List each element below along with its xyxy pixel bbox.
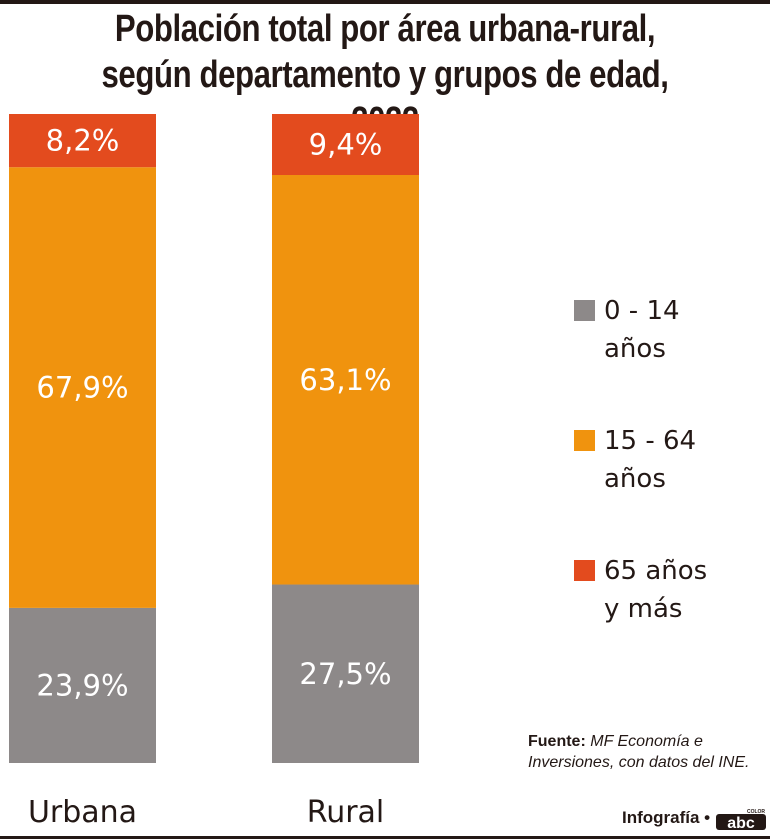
legend-label-line1: 0 - 14 [604, 296, 680, 326]
logo-sub-text: COLOR [747, 809, 765, 815]
abc-color-logo-icon: abc COLOR [716, 809, 766, 830]
data-label-rural-2: 9,4% [309, 128, 383, 162]
credit-label: Infografía • [622, 808, 711, 827]
source-text-1: MF Economía e [590, 733, 703, 750]
legend-swatch-65-plus [574, 560, 595, 581]
bar-segment-urbana-0 [9, 607, 156, 763]
bar-segment-rural-0 [272, 584, 419, 763]
title-line-2: según departamento y grupos de edad, 202… [101, 54, 669, 142]
bar-segment-rural-2 [272, 114, 419, 176]
legend-swatch-0-14 [574, 300, 595, 321]
data-label-rural-1: 63,1% [299, 363, 391, 397]
category-label-urbana: Urbana [28, 795, 137, 830]
legend-label-line1: 65 años [604, 556, 708, 586]
top-rule [0, 0, 770, 4]
source-note: Fuente: MF Economía e Inversiones, con d… [528, 731, 749, 773]
legend-swatch-15-64 [574, 430, 595, 451]
bar-segment-rural-1 [272, 175, 419, 585]
source-label: Fuente: [528, 733, 586, 750]
source-text-2: Inversiones, con datos del INE. [528, 754, 750, 771]
title-line-1: Población total por área urbana-rural, [114, 8, 656, 50]
data-label-urbana-0: 23,9% [36, 668, 128, 702]
data-label-rural-0: 27,5% [299, 657, 391, 691]
legend-label-line2: años [604, 464, 666, 494]
logo-text: abc [727, 815, 755, 830]
bar-segment-urbana-1 [9, 167, 156, 608]
bottom-rule [0, 836, 770, 839]
chart-title: Población total por área urbana-rural, s… [69, 6, 700, 144]
legend-label-line2: y más [604, 594, 683, 624]
legend-label-line1: 15 - 64 [604, 426, 697, 456]
data-label-urbana-2: 8,2% [46, 124, 120, 158]
bar-segment-urbana-2 [9, 114, 156, 168]
data-label-urbana-1: 67,9% [36, 371, 128, 405]
category-label-rural: Rural [307, 795, 385, 830]
legend-label-line2: años [604, 334, 666, 364]
